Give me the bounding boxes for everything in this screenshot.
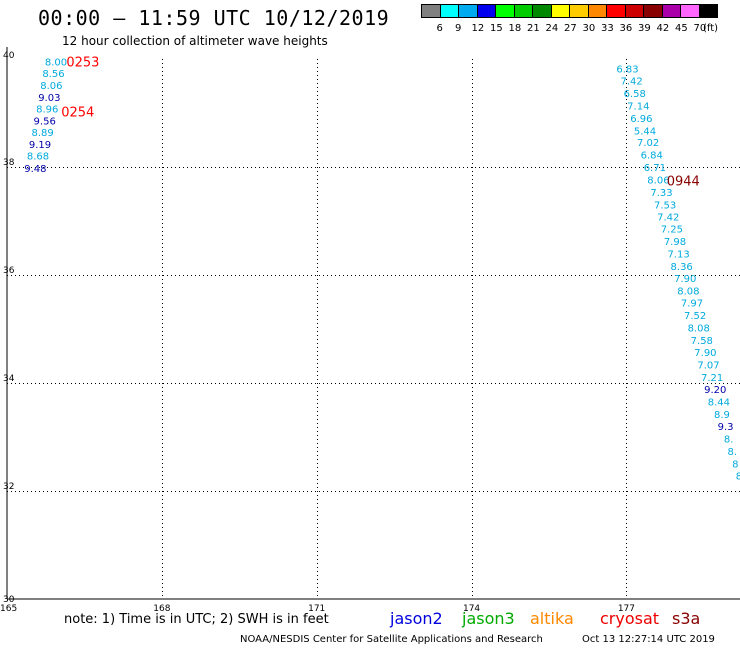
- wave-height-value: 9.48: [24, 164, 46, 175]
- wave-height-value: 8.00: [45, 58, 67, 69]
- pass-time-label: 0253: [66, 56, 99, 71]
- wave-height-value: 7.58: [691, 336, 713, 347]
- wave-height-value: 9.56: [34, 117, 56, 128]
- wave-height-value: 7.42: [620, 77, 642, 88]
- mission-cryosat: cryosat: [600, 609, 660, 628]
- lat-tick-label: 36: [3, 266, 15, 276]
- wave-height-value: 8.89: [31, 128, 53, 139]
- legend-label: 39: [638, 23, 651, 34]
- wave-height-value: 8: [732, 459, 738, 470]
- mission-jason2: jason2: [390, 609, 443, 628]
- wave-height-value: 8: [736, 471, 740, 482]
- legend-label: 24: [545, 23, 559, 34]
- lat-tick-label: 32: [3, 482, 14, 492]
- wave-height-value: 7.21: [701, 373, 723, 384]
- legend-label: 70: [693, 23, 707, 34]
- generated-timestamp: Oct 13 12:27:14 UTC 2019: [582, 634, 715, 645]
- wave-height-value: 9.03: [38, 93, 60, 104]
- lon-tick-label: 168: [153, 604, 170, 614]
- wave-height-value: 7.98: [664, 237, 686, 248]
- legend-label: 36: [619, 23, 633, 34]
- wave-height-value: 8.: [727, 447, 737, 458]
- wave-height-value: 7.33: [650, 188, 672, 199]
- wave-height-value: 7.07: [697, 361, 719, 372]
- lat-max-label: 40: [3, 51, 15, 61]
- mission-jason3: jason3: [462, 609, 515, 628]
- wave-height-value: 8.96: [36, 105, 58, 116]
- wave-height-value: 9.20: [704, 385, 726, 396]
- wave-height-value: 8.08: [677, 287, 699, 298]
- wave-height-value: 6.84: [641, 151, 663, 162]
- mission-s3a: s3a: [672, 609, 701, 628]
- lon-min-label: 165: [0, 604, 17, 614]
- legend-label: 27: [564, 23, 577, 34]
- lat-min-label: 30: [3, 595, 15, 605]
- legend-label: 33: [601, 23, 614, 34]
- wave-height-value: 7.02: [637, 138, 659, 149]
- wave-height-value: 8.: [724, 435, 734, 446]
- legend-label: 15: [490, 23, 503, 34]
- credit-text: NOAA/NESDIS Center for Satellite Applica…: [240, 634, 543, 645]
- wave-height-value: 7.25: [661, 225, 683, 236]
- legend-label: 21: [527, 23, 540, 34]
- wave-height-value: 8.56: [42, 69, 64, 80]
- mission-altika: altika: [530, 609, 574, 628]
- wave-height-value: 8.9: [714, 410, 730, 421]
- wave-height-value: 8.06: [647, 175, 669, 186]
- wave-height-value: 7.90: [694, 348, 716, 359]
- map-subtitle: 12 hour collection of altimeter wave hei…: [62, 34, 328, 48]
- map-title: 00:00 – 11:59 UTC 10/12/2019: [38, 6, 390, 30]
- legend-label: 45: [675, 23, 688, 34]
- legend-label: 9: [455, 23, 462, 34]
- wave-height-value: 8.06: [40, 81, 62, 92]
- lat-tick-label: 38: [3, 158, 15, 168]
- wave-height-value: 7.13: [667, 249, 689, 260]
- legend-label: 18: [508, 23, 522, 34]
- wave-height-value: 6.96: [630, 114, 652, 125]
- legend-label: 42: [656, 23, 670, 34]
- wave-height-value: 7.90: [674, 274, 696, 285]
- wave-height-value: 7.52: [684, 311, 706, 322]
- pass-time-label: 0254: [61, 105, 94, 120]
- wave-height-value: 5.44: [634, 126, 656, 137]
- wave-height-value: 8.44: [708, 397, 730, 408]
- footnote: note: 1) Time is in UTC; 2) SWH is in fe…: [64, 612, 329, 627]
- wave-observations: 8.008.568.069.038.969.568.899.198.689.48…: [24, 56, 740, 483]
- legend-label: 6: [436, 23, 443, 34]
- wave-height-value: 8.36: [671, 262, 693, 273]
- lon-tick-label: 177: [618, 604, 635, 614]
- wave-height-value: 8.68: [27, 152, 49, 163]
- legend-label: 30: [582, 23, 596, 34]
- legend-label: 12: [471, 23, 485, 34]
- lat-lon-grid: [6, 47, 740, 600]
- wave-height-value: 7.14: [627, 101, 649, 112]
- wave-height-value: 9.19: [29, 140, 51, 151]
- wave-height-value: 6.58: [624, 89, 646, 100]
- wave-height-value: 7.53: [654, 200, 676, 211]
- wave-height-value: 9.3: [718, 422, 734, 433]
- lon-tick-label: 174: [463, 604, 480, 614]
- wave-height-value: 6.71: [644, 163, 666, 174]
- wave-height-value: 7.97: [681, 299, 703, 310]
- wave-height-value: 6.83: [616, 65, 638, 76]
- lat-tick-label: 34: [3, 374, 15, 384]
- legend-swatch: [698, 4, 718, 18]
- wave-height-value: 8.08: [688, 323, 710, 334]
- wave-height-value: 7.42: [657, 213, 679, 224]
- pass-time-label: 0944: [667, 175, 700, 190]
- legend-unit: (ft): [703, 23, 719, 34]
- lon-tick-label: 171: [308, 604, 325, 614]
